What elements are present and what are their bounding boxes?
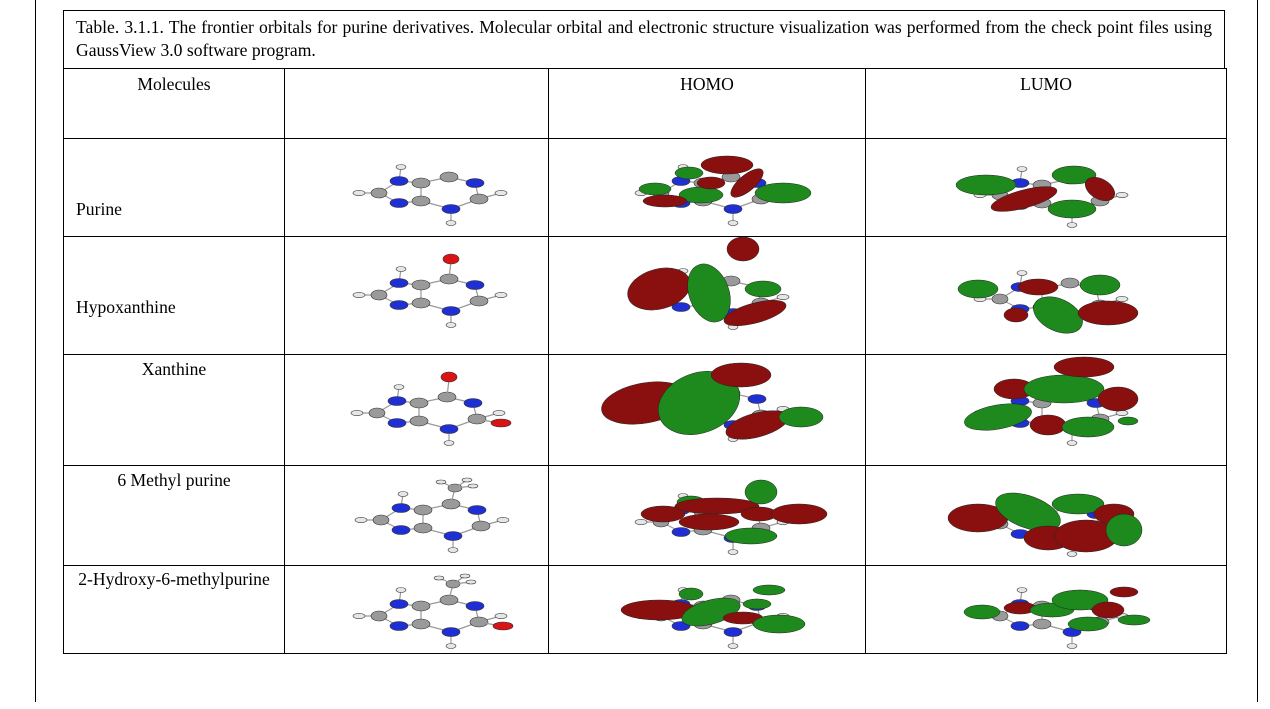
molecule-name: Hypoxanthine bbox=[76, 297, 176, 317]
table-row: Xanthine bbox=[63, 354, 1227, 466]
header-lumo: LUMO bbox=[1020, 74, 1072, 94]
xanthine-homo-image bbox=[601, 362, 824, 442]
header-molecules: Molecules bbox=[137, 74, 211, 94]
hydroxymethylpurine-lumo-image bbox=[963, 586, 1151, 649]
hydroxymethylpurine-homo-image bbox=[620, 584, 806, 649]
purine-homo-image bbox=[634, 155, 812, 226]
methylpurine-lumo-image bbox=[947, 492, 1143, 557]
methylpurine-structure-image bbox=[354, 477, 510, 553]
figure-table: Table. 3.1.1. The frontier orbitals for … bbox=[63, 10, 1227, 709]
table-row: Hypoxanthine bbox=[63, 236, 1227, 355]
molecule-name: 6 Methyl purine bbox=[117, 470, 231, 490]
molecule-name: Xanthine bbox=[141, 359, 207, 379]
purine-structure-image bbox=[352, 164, 508, 226]
molecule-name: Purine bbox=[76, 199, 122, 219]
purine-lumo-image bbox=[955, 165, 1129, 228]
table-row: 2-Hydroxy-6-methylpurine bbox=[63, 565, 1227, 654]
hydroxymethylpurine-structure-image bbox=[352, 573, 514, 649]
left-margin-line bbox=[35, 0, 36, 702]
hypoxanthine-structure-image bbox=[352, 253, 508, 328]
header-structure bbox=[285, 69, 548, 74]
methylpurine-homo-image bbox=[634, 479, 828, 555]
table-caption: Table. 3.1.1. The frontier orbitals for … bbox=[63, 10, 1225, 69]
hypoxanthine-homo-image bbox=[627, 237, 790, 330]
table-row: Purine bbox=[63, 138, 1227, 237]
molecule-name: 2-Hydroxy-6-methylpurine bbox=[78, 569, 270, 589]
table-header-row: Molecules HOMO LUMO bbox=[63, 68, 1227, 139]
xanthine-structure-image bbox=[350, 371, 512, 446]
table-row: 6 Methyl purine bbox=[63, 465, 1227, 566]
right-margin-line bbox=[1257, 0, 1258, 702]
orbitals-table: Molecules HOMO LUMO Purine Hypoxanthine … bbox=[63, 68, 1227, 654]
header-homo: HOMO bbox=[680, 74, 734, 94]
xanthine-lumo-image bbox=[964, 356, 1139, 446]
hypoxanthine-lumo-image bbox=[957, 270, 1139, 334]
